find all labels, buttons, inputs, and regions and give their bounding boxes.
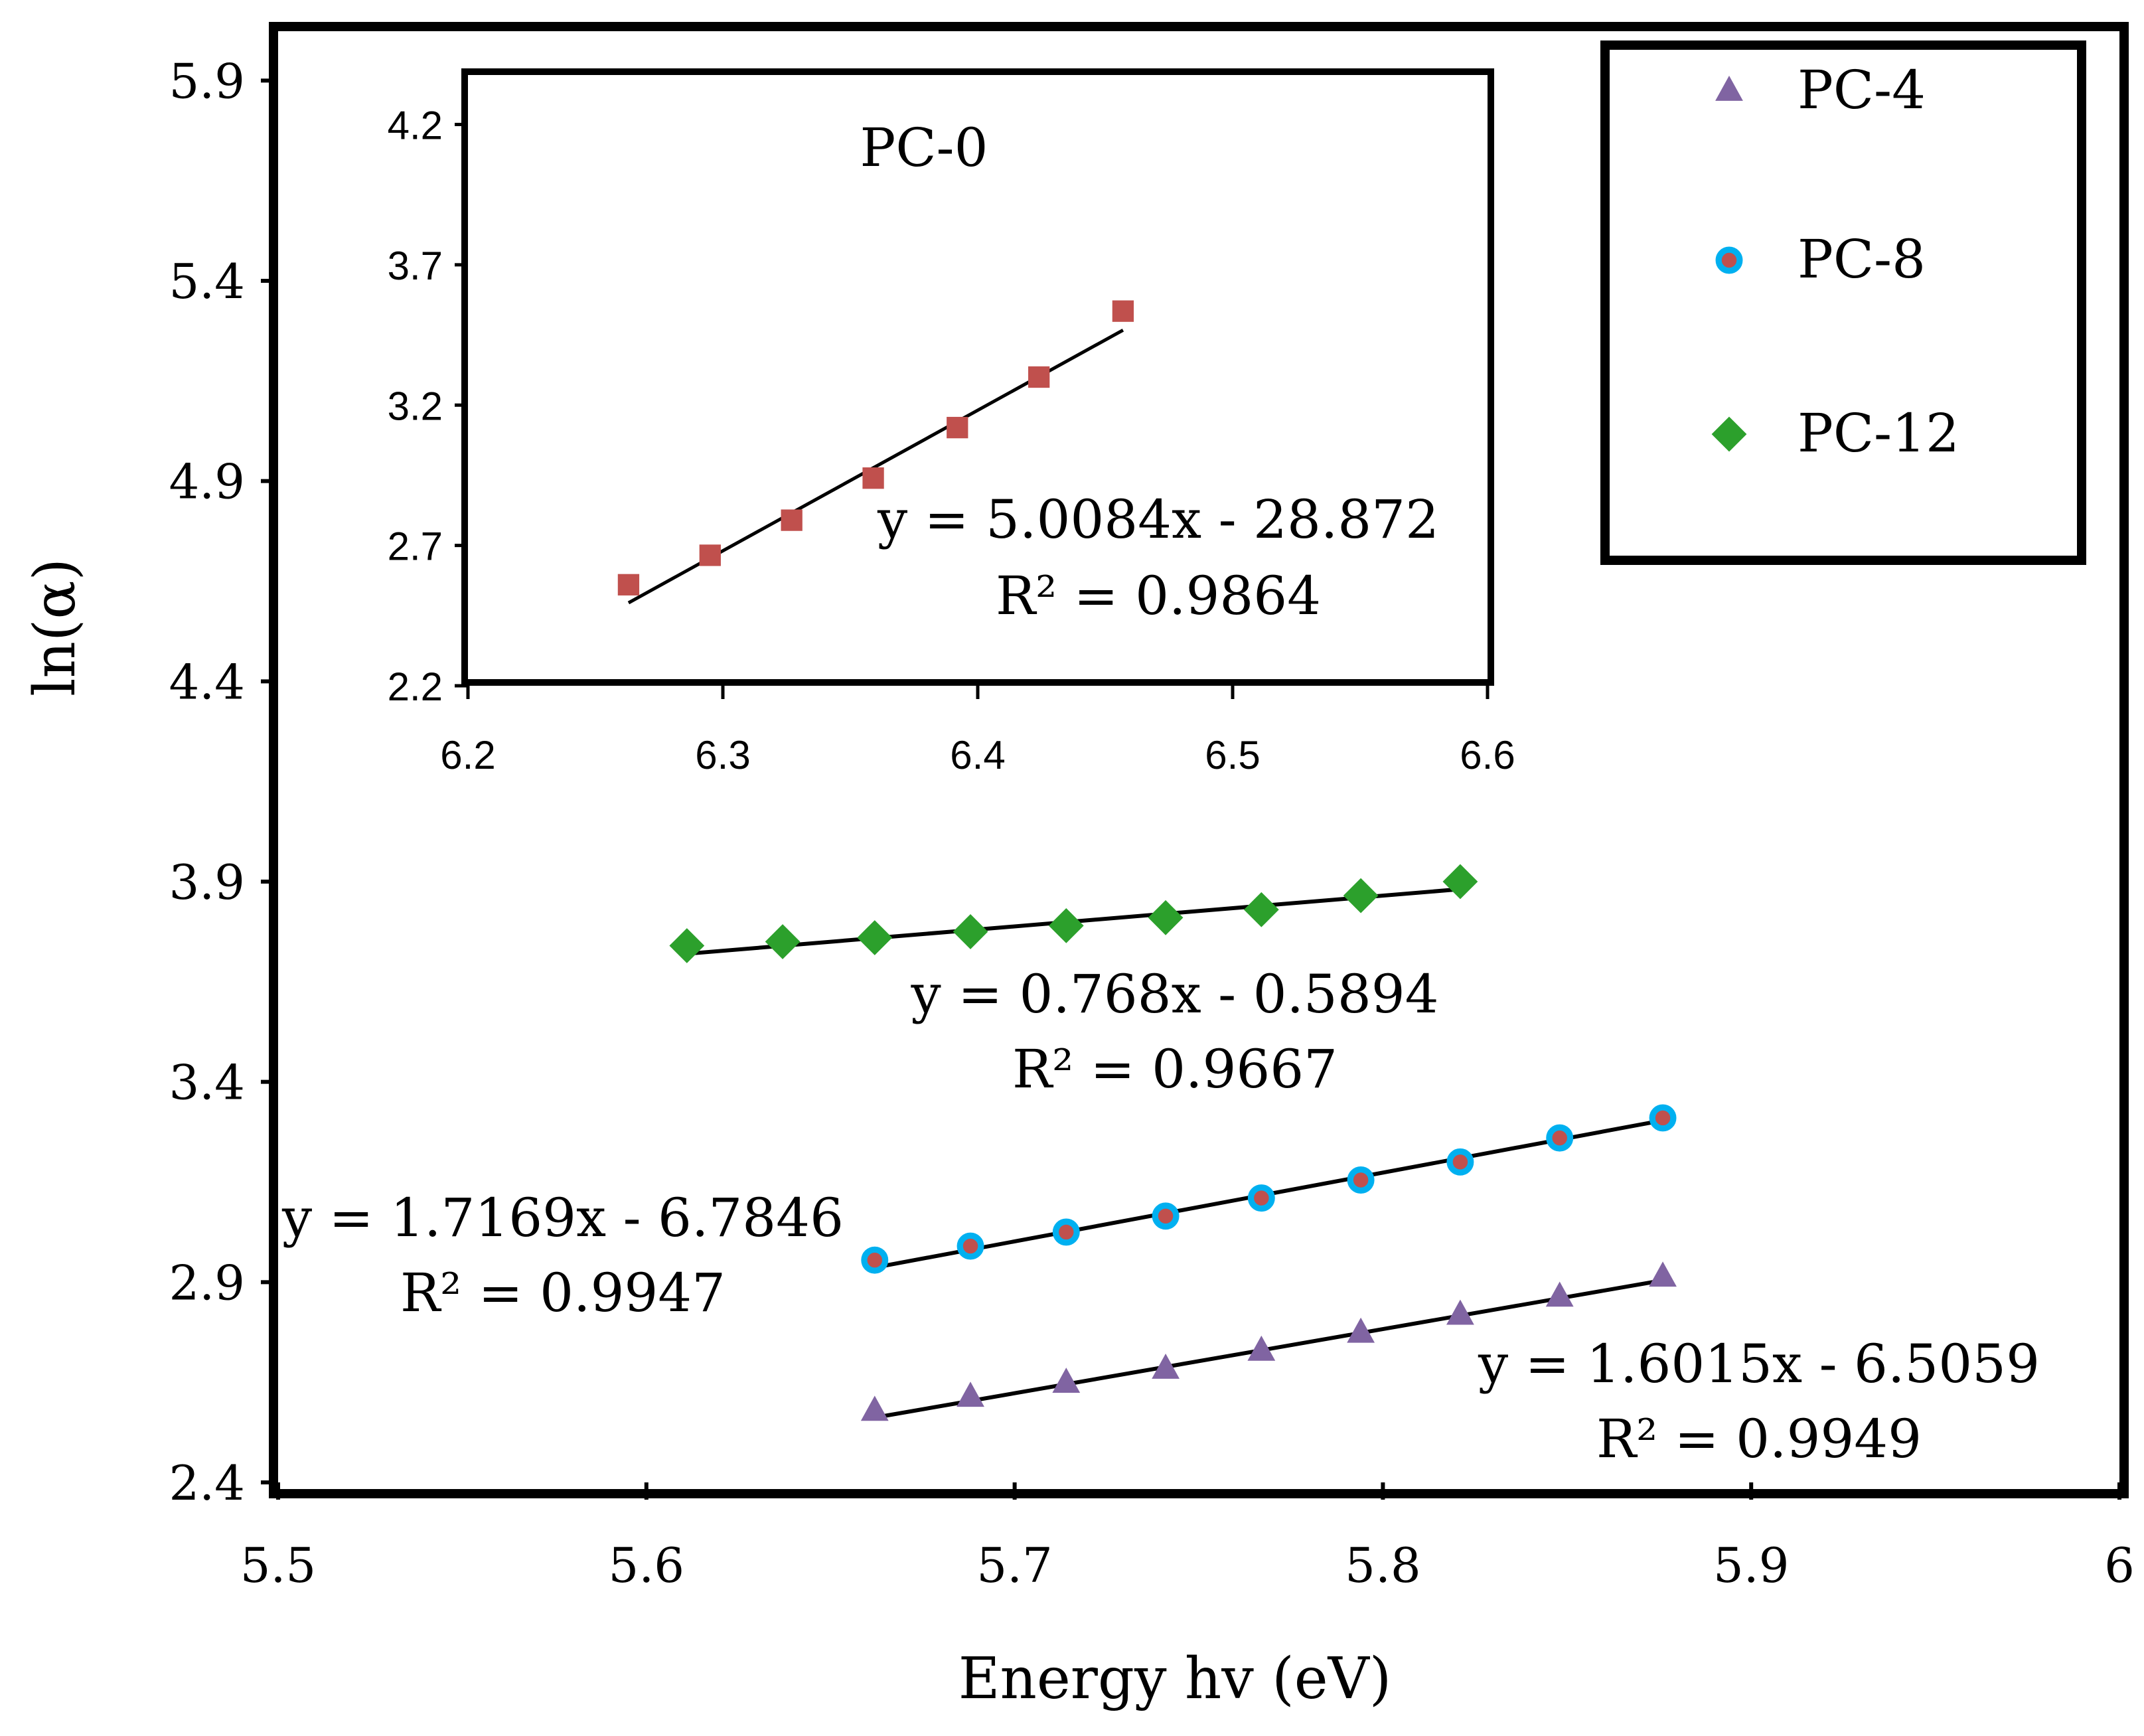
- legend-label-pc4: PC-4: [1798, 59, 1926, 121]
- inset-x-tick-label: 6.5: [1205, 733, 1260, 777]
- inset-axes: 6.2 6.3 6.4 6.5 6.6 2.2 2.7 3.2 3.7 4.2: [388, 104, 1515, 777]
- main-x-tick-label: 6: [2104, 1538, 2135, 1593]
- pc0-point: [947, 416, 968, 439]
- legend-markers: [1711, 76, 1747, 452]
- pc0-point: [617, 574, 640, 595]
- pc12-point: [765, 924, 801, 959]
- pc8-r2: R² = 0.9947: [400, 1262, 726, 1324]
- pc8-point: [1446, 1148, 1474, 1176]
- pc12-r2: R² = 0.9667: [1012, 1038, 1338, 1100]
- pc4-point: [1052, 1368, 1081, 1393]
- main-x-tick-label: 5.8: [1345, 1538, 1421, 1593]
- main-data-points: [669, 864, 1677, 1421]
- pc8-equation: y = 1.7169x - 6.7846: [281, 1187, 844, 1249]
- pc4-r2: R² = 0.9949: [1596, 1408, 1922, 1470]
- main-x-tick-label: 5.9: [1713, 1538, 1790, 1593]
- pc12-point: [1148, 900, 1184, 935]
- pc8-point: [1347, 1166, 1375, 1194]
- pc4-equation: y = 1.6015x - 6.5059: [1478, 1333, 2040, 1395]
- pc4-point: [1247, 1335, 1276, 1361]
- inset-x-tick-label: 6.4: [950, 733, 1005, 777]
- inset-y-tick-label: 3.2: [388, 384, 443, 428]
- main-y-tick-label: 4.9: [169, 454, 245, 510]
- pc8-point: [1546, 1124, 1574, 1152]
- inset-y-tick-label: 2.2: [388, 665, 443, 709]
- main-y-tick-label: 2.9: [169, 1255, 245, 1310]
- pc0-equation: y = 5.0084x - 28.872: [877, 489, 1439, 550]
- pc12-point: [1048, 907, 1084, 943]
- inset-y-tick-label: 2.7: [388, 524, 443, 569]
- legend-label-pc12: PC-12: [1798, 402, 1959, 464]
- inset-title: PC-0: [860, 117, 988, 179]
- legend-box: [1600, 40, 2086, 565]
- pc12-point: [1442, 864, 1478, 900]
- main-axes: 5.5 5.6 5.7 5.8 5.9 6 2.4 2.9 3.4 3.9 4.4 4.9 5.4 5.9: [169, 53, 2134, 1593]
- main-x-tick-label: 5.6: [609, 1538, 685, 1593]
- inset-x-tick-label: 6.6: [1460, 733, 1515, 777]
- pc8-point: [1152, 1202, 1180, 1230]
- x-axis-title: Energy hv (eV): [958, 1646, 1392, 1712]
- pc0-point: [862, 467, 884, 489]
- pc8-point: [1052, 1218, 1080, 1246]
- main-y-tick-label: 4.4: [169, 654, 245, 710]
- main-x-tick-label: 5.5: [240, 1538, 317, 1593]
- pc0-r2: R² = 0.9864: [996, 565, 1321, 627]
- pc4-point: [860, 1395, 889, 1421]
- pc12-point: [669, 928, 705, 963]
- pc12-point: [1343, 878, 1379, 913]
- inset-x-tick-label: 6.2: [440, 733, 495, 777]
- pc12-point: [953, 914, 988, 949]
- pc0-point: [781, 509, 803, 531]
- pc0-point: [699, 544, 721, 566]
- pc12-equation: y = 0.768x - 0.5894: [910, 963, 1438, 1025]
- pc12-point: [1243, 892, 1279, 927]
- inset-y-tick-label: 3.7: [388, 244, 443, 288]
- main-y-tick-label: 3.4: [169, 1055, 245, 1111]
- pc4-point: [1152, 1354, 1180, 1379]
- main-y-tick-label: 2.4: [169, 1455, 245, 1511]
- pc0-point: [1112, 300, 1134, 322]
- inset-y-tick-label: 4.2: [388, 104, 443, 148]
- pc4-point: [1446, 1299, 1474, 1325]
- legend-marker-pc12: [1711, 416, 1747, 452]
- main-x-tick-label: 5.7: [976, 1538, 1053, 1593]
- legend-marker-pc8: [1715, 246, 1743, 274]
- pc4-point: [1649, 1261, 1677, 1287]
- pc12-point: [857, 920, 893, 955]
- pc8-point: [957, 1232, 984, 1260]
- pc8-point: [861, 1246, 889, 1274]
- inset-data-points: [617, 300, 1134, 595]
- main-y-tick-label: 5.4: [169, 254, 245, 309]
- legend-label-pc8: PC-8: [1798, 228, 1926, 290]
- pc8-point: [1247, 1184, 1275, 1212]
- main-y-tick-label: 5.9: [169, 53, 245, 109]
- pc8-point: [1649, 1104, 1677, 1132]
- pc0-point: [1028, 366, 1050, 388]
- inset-x-tick-label: 6.3: [695, 733, 750, 777]
- pc4-point: [1545, 1281, 1574, 1307]
- pc4-point: [1347, 1317, 1375, 1343]
- legend-marker-pc4: [1715, 76, 1743, 101]
- y-axis-title: ln(α): [22, 558, 88, 696]
- main-y-tick-label: 3.9: [169, 854, 245, 910]
- pc4-point: [957, 1381, 984, 1407]
